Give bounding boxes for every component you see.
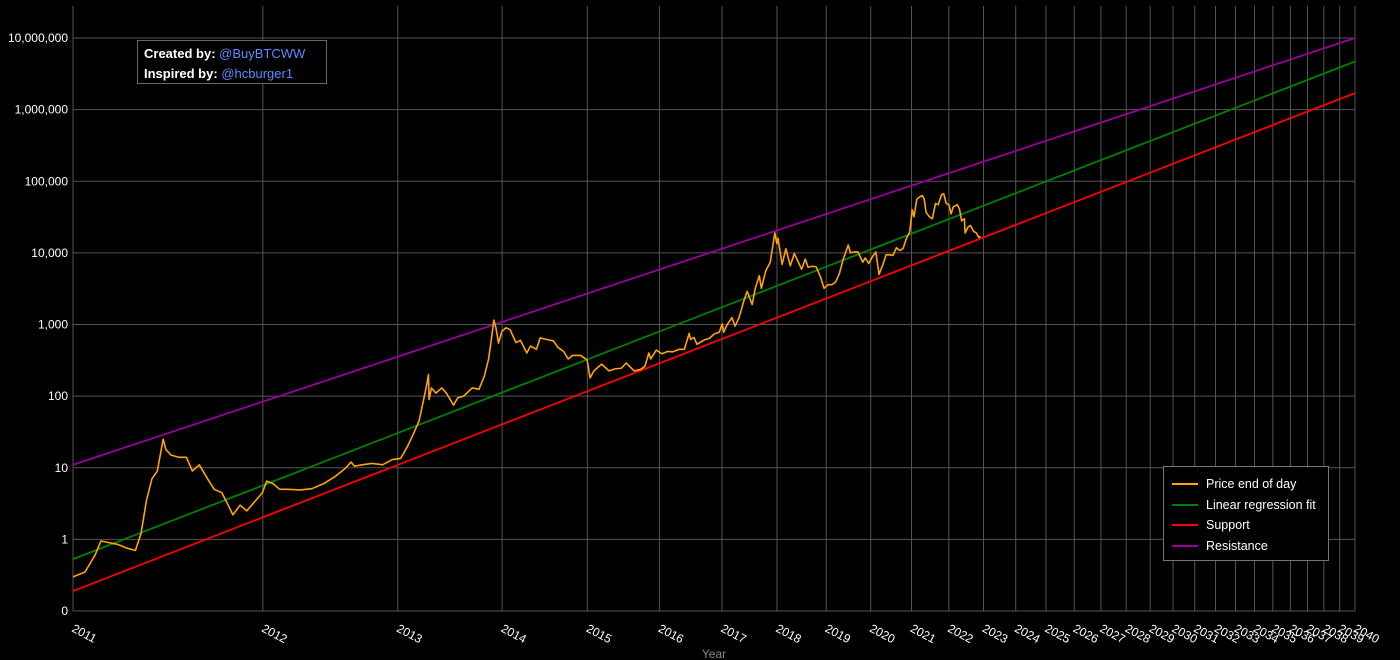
x-axis-label: Year	[702, 647, 726, 660]
x-tick-label: 2025	[1043, 621, 1073, 646]
x-tick-label: 2021	[908, 621, 938, 646]
inspired-by-handle-link[interactable]: @hcburger1	[221, 66, 294, 81]
legend-label-resistance: Resistance	[1206, 538, 1268, 553]
legend-swatch-support	[1172, 524, 1198, 527]
legend-item-price[interactable]: Price end of day	[1172, 474, 1320, 495]
regression-line	[72, 60, 1356, 560]
support-line	[72, 92, 1356, 592]
y-tick-label: 0	[61, 604, 68, 618]
y-tick-label: 10	[55, 461, 69, 475]
legend-item-resistance[interactable]: Resistance	[1172, 536, 1320, 557]
x-tick-label: 2024	[1012, 621, 1042, 646]
y-tick-label: 100,000	[25, 174, 69, 188]
legend-swatch-resistance	[1172, 544, 1198, 547]
legend-item-regression[interactable]: Linear regression fit	[1172, 495, 1320, 516]
legend-swatch-price	[1172, 483, 1198, 486]
inspired-by-label: Inspired by:	[144, 66, 218, 81]
resistance-line	[72, 37, 1356, 466]
y-tick-label: 1,000,000	[15, 103, 69, 117]
x-tick-label: 2017	[719, 621, 749, 646]
y-tick-label: 100	[48, 389, 68, 403]
x-tick-label: 2016	[656, 621, 686, 646]
x-tick-label: 2023	[980, 621, 1010, 646]
y-tick-label: 1	[61, 532, 68, 546]
legend-label-regression: Linear regression fit	[1206, 497, 1316, 512]
x-tick-label: 2019	[823, 621, 853, 646]
legend-swatch-regression	[1172, 503, 1198, 506]
created-by-handle-link[interactable]: @BuyBTCWW	[219, 46, 306, 61]
x-tick-label: 2011	[70, 621, 100, 646]
y-tick-label: 10,000	[31, 246, 68, 260]
x-tick-label: 2018	[774, 621, 804, 646]
price-line	[72, 192, 981, 578]
x-tick-label: 2022	[945, 621, 975, 646]
y-tick-label: 1,000	[38, 318, 68, 332]
created-by-row: Created by: @BuyBTCWW	[144, 44, 320, 64]
legend-label-support: Support	[1206, 518, 1250, 533]
inspired-by-row: Inspired by: @hcburger1	[144, 64, 320, 84]
legend-label-price: Price end of day	[1206, 477, 1297, 492]
created-by-label: Created by:	[144, 46, 216, 61]
x-tick-label: 2020	[867, 621, 897, 646]
legend-item-support[interactable]: Support	[1172, 515, 1320, 536]
credits-box: Created by: @BuyBTCWW Inspired by: @hcbu…	[137, 40, 327, 84]
x-tick-label: 2012	[259, 621, 289, 646]
y-tick-label: 10,000,000	[8, 31, 68, 45]
x-tick-label: 2014	[499, 621, 529, 646]
legend: Price end of day Linear regression fit S…	[1163, 466, 1329, 561]
x-tick-label: 2015	[584, 621, 614, 646]
x-tick-label: 2013	[394, 621, 424, 646]
x-tick-label: 2026	[1071, 621, 1101, 646]
